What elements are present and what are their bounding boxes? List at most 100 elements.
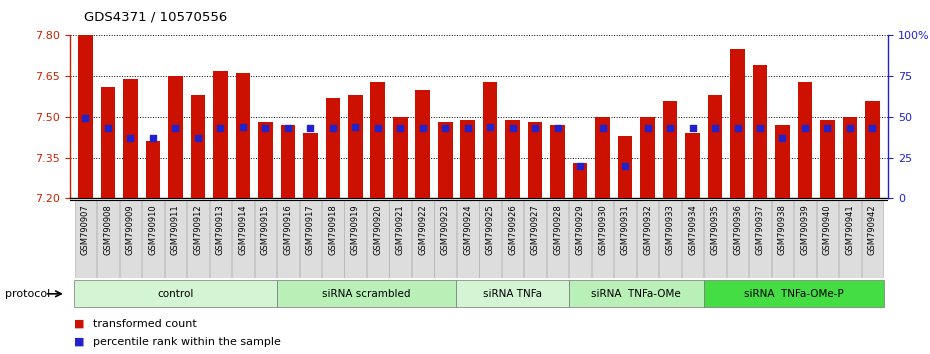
Point [843,125,857,131]
Text: GSM790936: GSM790936 [733,204,742,255]
FancyBboxPatch shape [457,280,569,307]
FancyBboxPatch shape [569,280,704,307]
Bar [528,122,542,198]
Bar [798,81,812,198]
Bar [820,120,835,198]
FancyBboxPatch shape [861,200,884,278]
Text: GSM790929: GSM790929 [576,204,585,255]
FancyBboxPatch shape [682,200,703,278]
Text: GSM790940: GSM790940 [823,204,832,255]
Text: GSM790938: GSM790938 [778,204,787,255]
FancyBboxPatch shape [412,200,433,278]
Text: siRNA  TNFa-OMe: siRNA TNFa-OMe [591,289,681,299]
Text: GSM790913: GSM790913 [216,204,225,255]
Text: GSM790915: GSM790915 [260,204,270,255]
Bar [393,117,407,198]
Point [708,125,723,131]
FancyBboxPatch shape [591,200,614,278]
FancyBboxPatch shape [817,200,838,278]
Bar [281,125,295,198]
FancyBboxPatch shape [772,200,793,278]
Bar [258,122,272,198]
FancyBboxPatch shape [232,200,254,278]
Text: GSM790931: GSM790931 [620,204,630,255]
Bar [146,141,160,198]
Text: GSM790912: GSM790912 [193,204,203,255]
Point [213,125,228,131]
Text: GSM790934: GSM790934 [688,204,698,255]
Point [505,125,520,131]
Bar [618,136,632,198]
Point [551,125,565,131]
FancyBboxPatch shape [615,200,636,278]
Text: GDS4371 / 10570556: GDS4371 / 10570556 [84,11,227,24]
FancyBboxPatch shape [457,200,479,278]
Text: GSM790932: GSM790932 [643,204,652,255]
Text: percentile rank within the sample: percentile rank within the sample [93,337,281,347]
Text: control: control [157,289,193,299]
FancyBboxPatch shape [74,280,276,307]
FancyBboxPatch shape [637,200,658,278]
FancyBboxPatch shape [502,200,524,278]
Point [235,124,250,130]
Point [348,124,363,130]
Bar [348,95,363,198]
Point [618,163,632,169]
Text: GSM790930: GSM790930 [598,204,607,255]
FancyBboxPatch shape [277,200,299,278]
FancyBboxPatch shape [434,200,456,278]
Point [326,125,340,131]
FancyBboxPatch shape [74,200,97,278]
Text: GSM790911: GSM790911 [171,204,179,255]
Point [460,125,475,131]
Point [370,125,385,131]
Text: siRNA  TNFa-OMe-P: siRNA TNFa-OMe-P [744,289,844,299]
Bar [685,133,700,198]
Text: transformed count: transformed count [93,319,197,329]
FancyBboxPatch shape [726,200,749,278]
FancyBboxPatch shape [839,200,861,278]
Point [865,125,880,131]
FancyBboxPatch shape [569,200,591,278]
FancyBboxPatch shape [659,200,681,278]
Bar [326,98,340,198]
Point [573,163,588,169]
Bar [730,49,745,198]
Text: GSM790922: GSM790922 [418,204,427,255]
FancyBboxPatch shape [479,200,501,278]
Text: GSM790942: GSM790942 [868,204,877,255]
Point [685,125,700,131]
Text: GSM790918: GSM790918 [328,204,338,255]
Bar [416,90,430,198]
Text: GSM790909: GSM790909 [126,204,135,255]
Bar [595,117,610,198]
Point [438,125,453,131]
Point [100,125,115,131]
Point [416,125,431,131]
Point [123,135,138,141]
Text: GSM790933: GSM790933 [666,204,674,255]
Point [483,124,498,130]
Point [258,125,272,131]
Point [775,135,790,141]
Bar [483,81,498,198]
Bar [640,117,655,198]
Bar [460,120,475,198]
Text: protocol: protocol [5,289,50,299]
Bar [776,125,790,198]
Bar [843,117,857,198]
Point [145,135,160,141]
Text: GSM790924: GSM790924 [463,204,472,255]
Text: GSM790916: GSM790916 [284,204,292,255]
Bar [505,120,520,198]
Bar [370,81,385,198]
Text: GSM790925: GSM790925 [485,204,495,255]
Text: ■: ■ [74,319,85,329]
Bar [303,133,318,198]
Bar [663,101,677,198]
Text: GSM790935: GSM790935 [711,204,720,255]
FancyBboxPatch shape [97,200,119,278]
Bar [100,87,115,198]
Text: GSM790919: GSM790919 [351,204,360,255]
Bar [191,95,206,198]
